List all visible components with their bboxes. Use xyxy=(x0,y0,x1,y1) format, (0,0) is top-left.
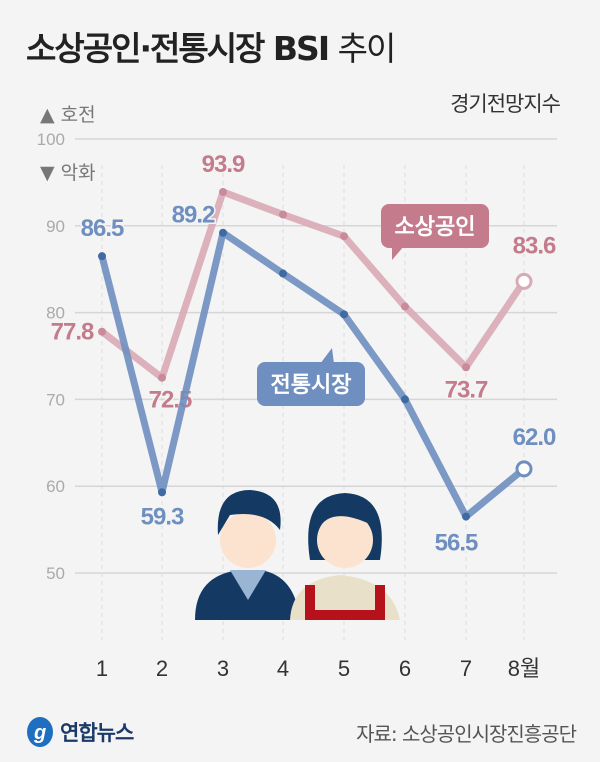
x-tick-label: 2 xyxy=(156,656,168,681)
svg-text:g: g xyxy=(33,722,46,744)
data-point xyxy=(219,187,227,196)
data-point xyxy=(158,373,166,382)
callout-tail xyxy=(320,348,334,364)
people-illustration xyxy=(195,490,400,620)
data-label: 86.5 xyxy=(81,215,124,242)
series-line-traditional-market xyxy=(98,229,527,521)
data-point xyxy=(98,252,106,261)
y-tick-label: 80 xyxy=(46,304,65,323)
data-point xyxy=(279,269,287,278)
y-tick-label: 70 xyxy=(46,390,65,409)
data-point xyxy=(340,310,348,319)
data-label: 73.7 xyxy=(445,376,488,403)
x-tick-label: 3 xyxy=(217,656,229,681)
data-point xyxy=(158,488,166,497)
callout-small-business: 소상공인 xyxy=(381,204,489,260)
data-label: 83.6 xyxy=(513,232,556,259)
woman-apron-icon xyxy=(305,585,385,620)
woman-body-icon xyxy=(290,575,400,620)
data-label: 93.9 xyxy=(202,151,245,178)
woman-face-icon xyxy=(317,512,373,568)
data-point xyxy=(279,210,287,219)
man-hair-icon xyxy=(217,490,281,535)
data-point xyxy=(462,512,470,521)
chart-title: 소상공인·전통시장 BSI 추이 xyxy=(26,29,396,68)
series-name: 전통시장 xyxy=(271,372,352,397)
unit-label: 경기전망지수 xyxy=(450,92,561,116)
legend-worsen: ▼ 악화 xyxy=(40,162,96,184)
data-label: 59.3 xyxy=(141,503,184,530)
data-point xyxy=(401,395,409,404)
y-tick-label: 90 xyxy=(46,217,65,236)
data-point xyxy=(515,272,533,290)
legend-improve: ▲ 호전 xyxy=(40,104,96,126)
data-point xyxy=(515,460,533,478)
data-label: 62.0 xyxy=(513,424,556,451)
callout-traditional-market: 전통시장 xyxy=(257,348,365,406)
yonhap-logo: g 연합뉴스 xyxy=(24,716,134,748)
data-point xyxy=(462,363,470,372)
data-point xyxy=(219,228,227,237)
data-point xyxy=(401,302,409,311)
series-line-small-business xyxy=(99,188,527,382)
man-collar-icon xyxy=(230,570,266,600)
data-label: 89.2 xyxy=(172,202,215,229)
source-note: 자료: 소상공인시장진흥공단 xyxy=(356,722,577,746)
y-tick-label: 100 xyxy=(37,130,65,149)
x-tick-label: 1 xyxy=(96,656,108,681)
callout-box xyxy=(257,362,365,406)
x-tick-label: 4 xyxy=(277,656,289,681)
y-tick-label: 60 xyxy=(46,477,65,496)
yonhap-logo-icon: g xyxy=(27,717,53,747)
data-label: 77.8 xyxy=(51,319,94,346)
y-tick-label: 50 xyxy=(46,564,65,583)
data-point xyxy=(98,327,106,336)
x-tick-label: 5 xyxy=(338,656,350,681)
data-point xyxy=(340,232,348,241)
x-tick-label: 8월 xyxy=(508,656,540,681)
callout-tail xyxy=(392,246,404,260)
x-tick-label: 7 xyxy=(460,656,472,681)
callout-box xyxy=(381,204,489,248)
man-face-icon xyxy=(220,512,276,568)
woman-bangs-icon xyxy=(318,500,372,530)
x-tick-label: 6 xyxy=(399,656,411,681)
data-label: 56.5 xyxy=(435,530,478,557)
series-name: 소상공인 xyxy=(395,214,476,239)
